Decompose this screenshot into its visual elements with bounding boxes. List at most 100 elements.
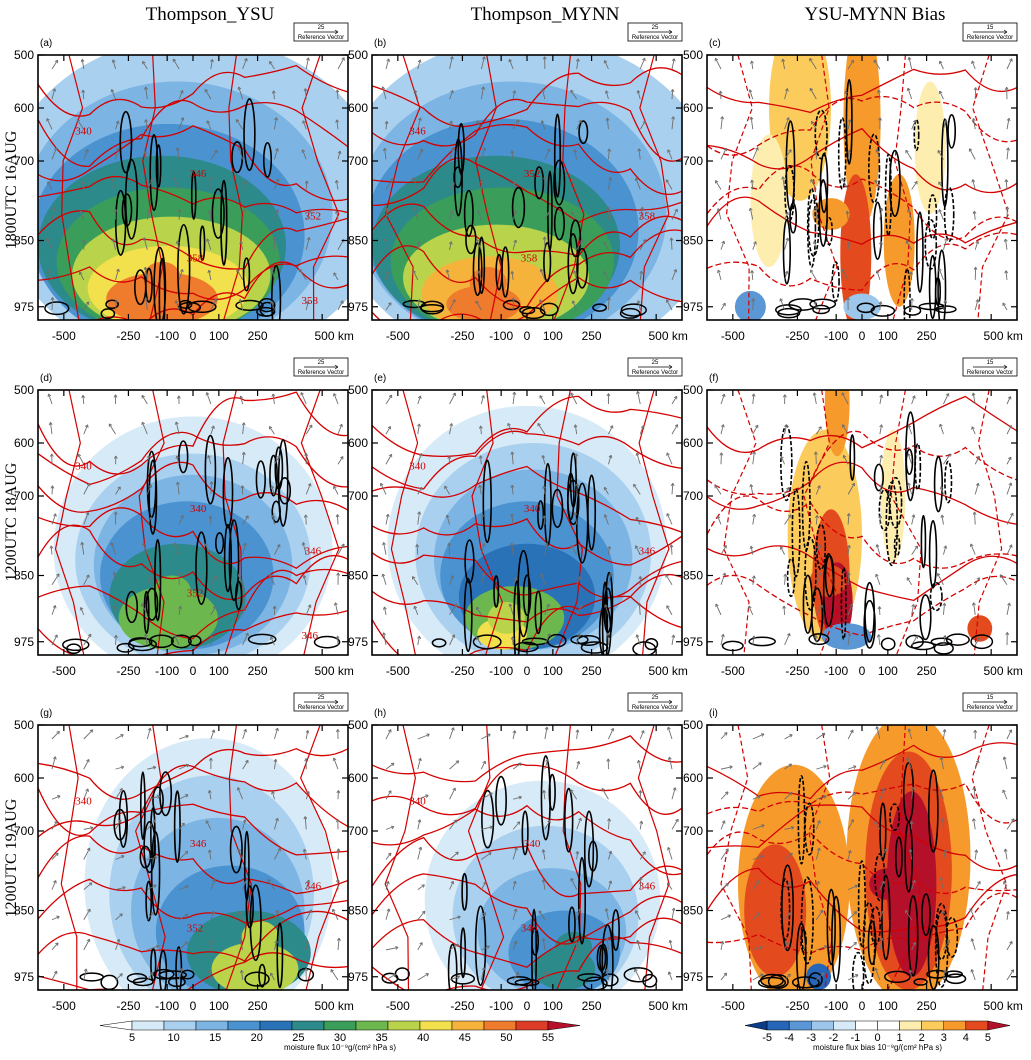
wind-vector [144,151,148,160]
y-tick-label: 975 [683,300,703,314]
colorbar-cell [163,1020,197,1031]
wind-vector-head [144,297,148,301]
wind-vector-head [306,237,311,241]
wind-vector-head [1003,880,1007,885]
wind-vector-head [715,603,719,608]
wind-vector [720,820,725,830]
vertical-motion-contour [916,211,924,293]
vertical-motion-contour [806,187,817,268]
wind-vector [847,241,850,250]
wind-vector-head [335,635,340,639]
wind-vector [210,59,213,70]
wind-vector [178,851,189,860]
wind-vector [509,603,514,616]
wind-vector [336,514,339,525]
wind-vector-head [813,451,818,455]
wind-vector-head [904,909,909,914]
wind-vector [752,946,763,951]
wind-vector [449,975,460,981]
wind-vector-head [971,426,975,430]
vertical-motion-contour [170,634,192,649]
wind-vector [304,88,307,100]
wind-vector-head [881,880,885,885]
wind-vector [974,240,979,250]
wind-vector [974,849,978,860]
wind-vector-head [456,975,461,979]
wind-vector [815,847,820,860]
contour-label: 346 [639,545,656,557]
wind-vector [305,237,310,250]
field-region [843,293,881,320]
wind-vector-head [204,543,208,547]
wind-vector [236,268,244,281]
wind-vector-head [608,572,613,576]
wind-vector-head [53,880,57,884]
wind-vector [847,119,851,130]
wind-vector-head [269,61,273,65]
wind-vector-head [944,237,948,242]
wind-vector-head [85,149,89,153]
wind-vector [715,180,722,190]
vertical-motion-contours [79,771,315,990]
wind-vector-head [720,116,725,120]
wind-vector [814,301,817,311]
wind-vector [1006,911,1009,920]
wind-vector [906,577,913,585]
wind-vector-head [609,425,614,429]
vertical-motion-contour [187,635,202,647]
wind-vector-head [853,765,857,769]
wind-vector-head [883,848,888,852]
wind-vector [571,178,578,190]
wind-vector-head [634,968,638,972]
wind-vector [178,90,184,100]
vertical-motion-contour [134,269,147,306]
wind-vector [937,573,944,585]
wind-vector [83,424,89,435]
vertical-motion-contour [588,840,598,872]
wind-vector-head [270,300,274,305]
vertical-motion-contour [767,974,789,990]
vertical-motion-contour [937,249,947,320]
wind-vector [274,117,277,130]
wind-vector [242,209,245,220]
wind-vector [911,879,916,890]
wind-vector-head [608,177,613,181]
wind-vector [1006,425,1012,435]
wind-vector-head [176,395,181,399]
x-tick-label: 100 [209,329,229,343]
vertical-motion-contour [402,299,426,309]
wind-vector-head [817,544,821,548]
wind-vector-head [382,542,386,546]
wind-vector-head [783,573,788,577]
y-tick-label: 600 [683,436,703,450]
wind-vector [449,392,456,405]
wind-vector-head [81,394,86,399]
wind-vector [1006,482,1012,495]
wind-vector-head [510,271,515,275]
wind-vector [1006,969,1014,981]
wind-vector [847,974,859,981]
wind-vector-head [388,729,392,733]
wind-vector [145,86,148,100]
wind-vector-head [275,209,279,213]
vertical-motion-contour [258,963,267,988]
x-tick-label: 250 [248,329,268,343]
contour-label: 346 [409,126,426,138]
wind-vector [1006,512,1014,525]
wind-vector-head [245,759,249,764]
vertical-motion-contour [934,909,949,988]
wind-vector-head [847,149,852,154]
wind-vector [938,268,944,281]
wind-vector-head [947,453,951,457]
wind-vector-head [575,729,580,733]
vertical-motion-contour [930,637,953,646]
wind-vector-head [971,392,976,396]
contour-label: 358 [187,253,204,265]
wind-vector-head [716,515,721,519]
wind-vector [274,940,278,950]
wind-vector-head [541,879,546,883]
wind-vector-head [1002,302,1006,307]
wind-vector-head [81,239,86,243]
wind-vector [574,512,578,525]
wind-vector [942,970,946,981]
